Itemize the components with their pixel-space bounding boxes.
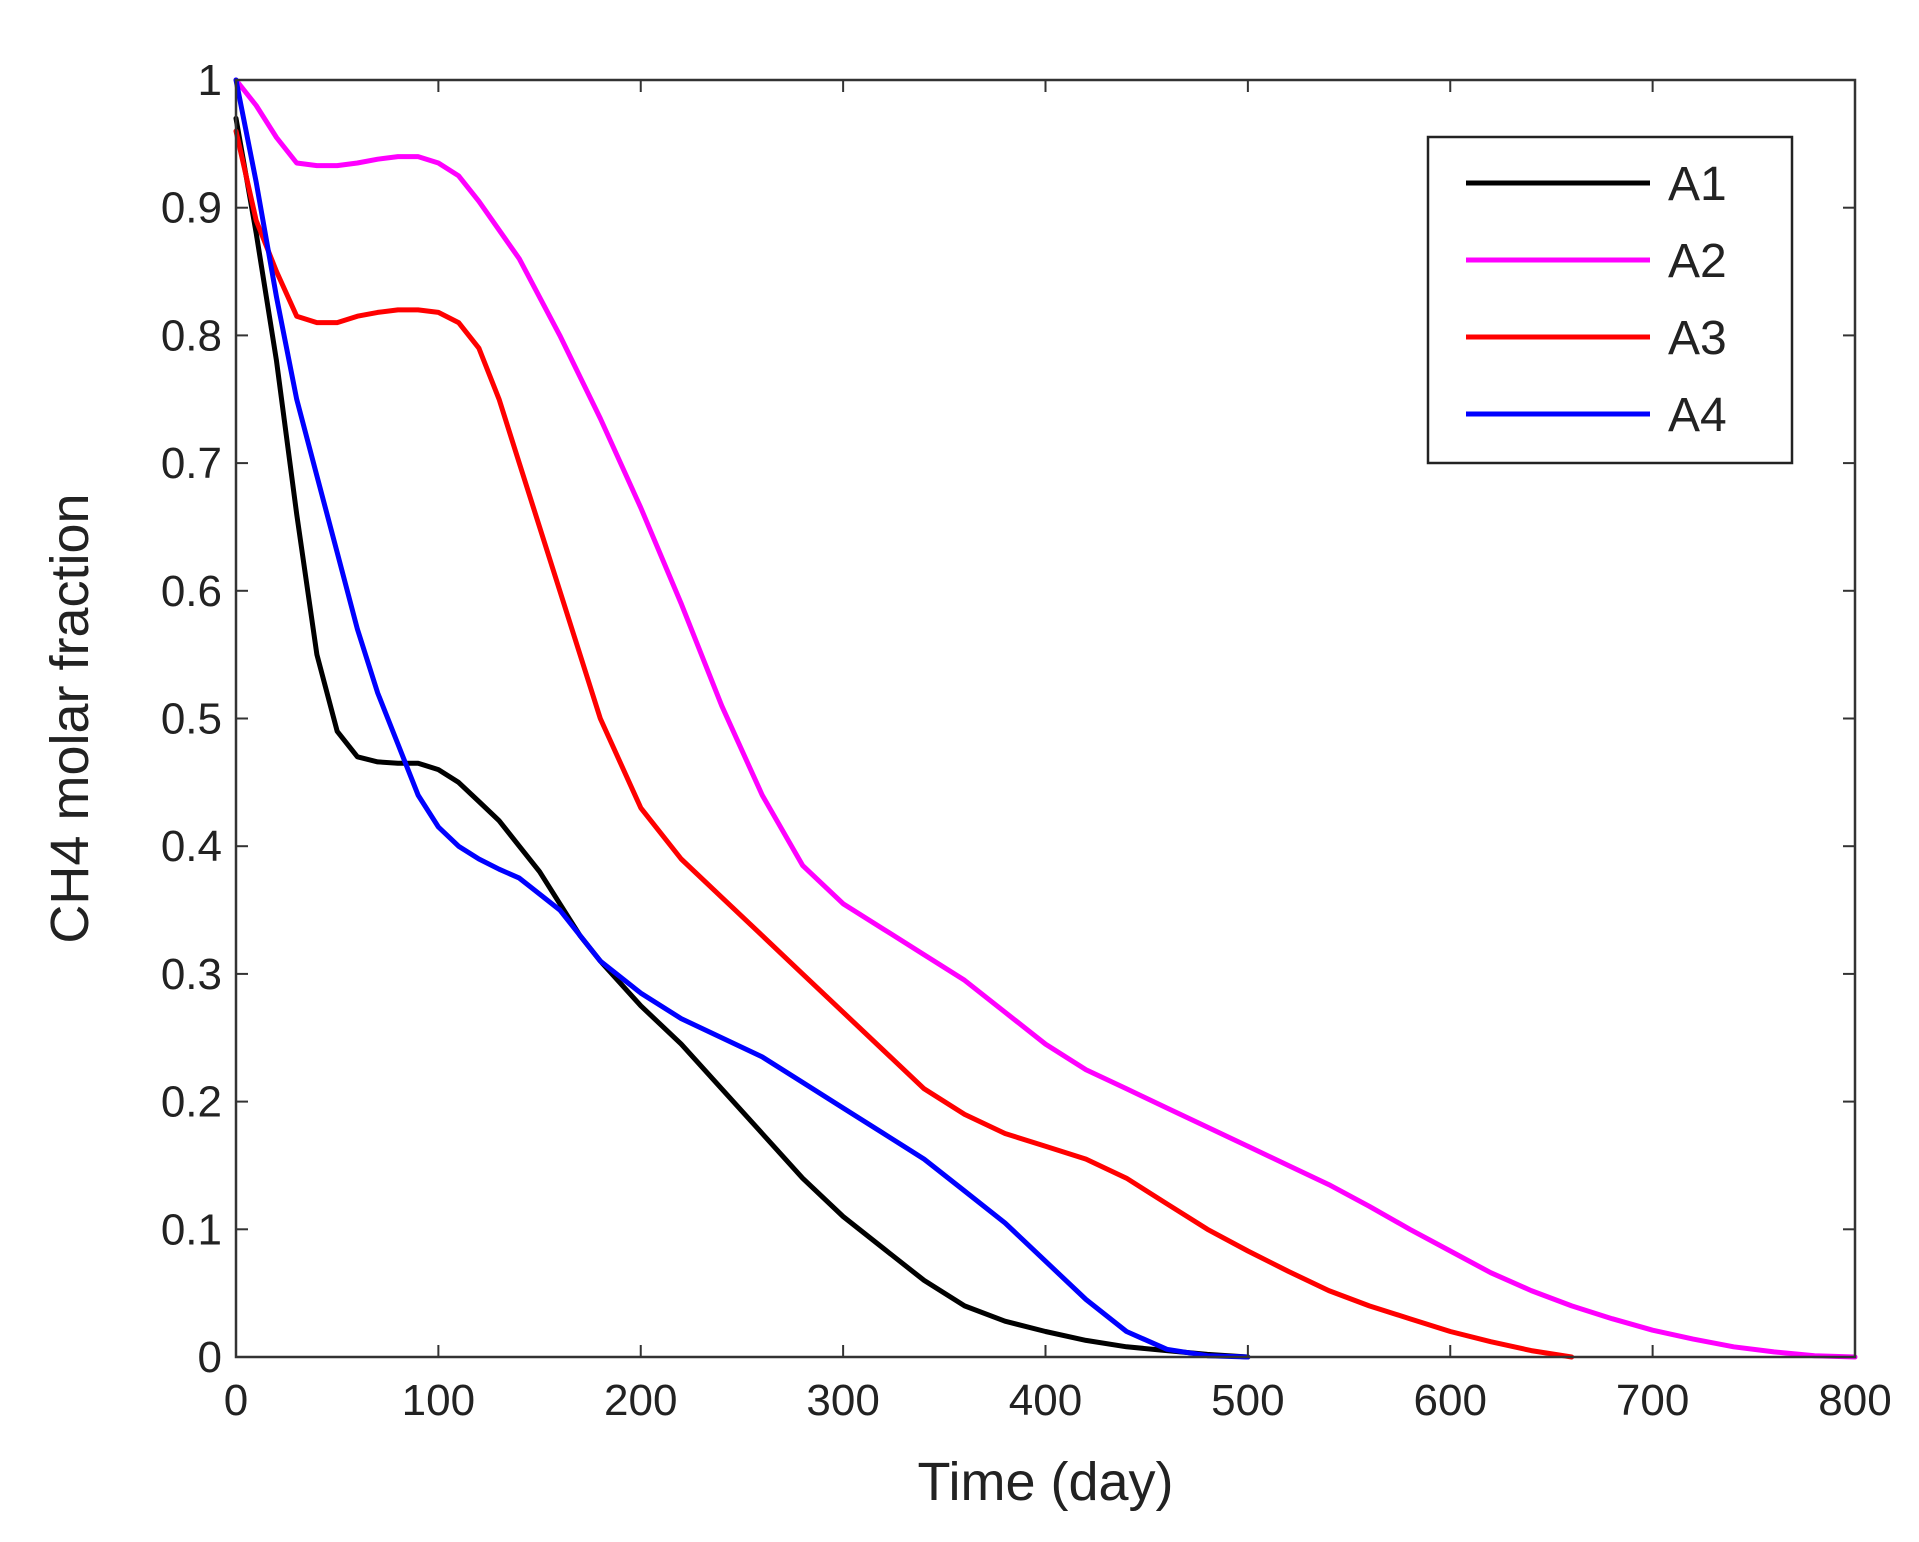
x-tick-label-0: 0 <box>224 1376 248 1425</box>
y-tick-label-10: 1 <box>198 56 222 105</box>
legend-label-a4: A4 <box>1668 389 1727 442</box>
legend-box <box>1426 135 1794 465</box>
y-tick-label-3: 0.3 <box>161 950 222 999</box>
x-tick-label-4: 400 <box>1009 1376 1082 1425</box>
plot-frame <box>234 78 1857 1359</box>
x-tick-label-8: 800 <box>1818 1376 1891 1425</box>
x-tick-label-2: 200 <box>604 1376 677 1425</box>
legend-label-a1: A1 <box>1668 158 1727 211</box>
y-tick-label-5: 0.5 <box>161 695 222 744</box>
y-tick-label-2: 0.2 <box>161 1078 222 1127</box>
y-tick-label-8: 0.8 <box>161 311 222 360</box>
x-tick-label-7: 700 <box>1616 1376 1689 1425</box>
y-tick-label-9: 0.9 <box>161 184 222 233</box>
y-axis-title: CH4 molar fraction <box>40 493 100 943</box>
legend-label-a3: A3 <box>1668 312 1727 365</box>
series-line-a4 <box>233 77 1251 1360</box>
y-tick-label-0: 0 <box>198 1333 222 1382</box>
y-tick-label-7: 0.7 <box>161 439 222 488</box>
legend-label-a2: A2 <box>1668 235 1727 288</box>
x-tick-label-5: 500 <box>1211 1376 1284 1425</box>
y-tick-label-1: 0.1 <box>161 1205 222 1254</box>
x-tick-label-6: 600 <box>1414 1376 1487 1425</box>
y-tick-label-4: 0.4 <box>161 822 222 871</box>
x-tick-label-1: 100 <box>402 1376 475 1425</box>
x-axis-title: Time (day) <box>917 1452 1173 1512</box>
series-layer <box>233 77 1858 1360</box>
axes-layer: 0 0.1 0.2 0.3 0.4 0.5 0.6 0.7 0.8 0.9 1 0 100 200 300 4… <box>161 56 1892 1425</box>
y-tick-label-6: 0.6 <box>161 567 222 616</box>
series-line-a2 <box>233 77 1858 1360</box>
series-line-a3 <box>233 128 1575 1360</box>
legend: A1 A2 A3 A4 <box>1426 135 1794 465</box>
x-tick-label-3: 300 <box>806 1376 879 1425</box>
